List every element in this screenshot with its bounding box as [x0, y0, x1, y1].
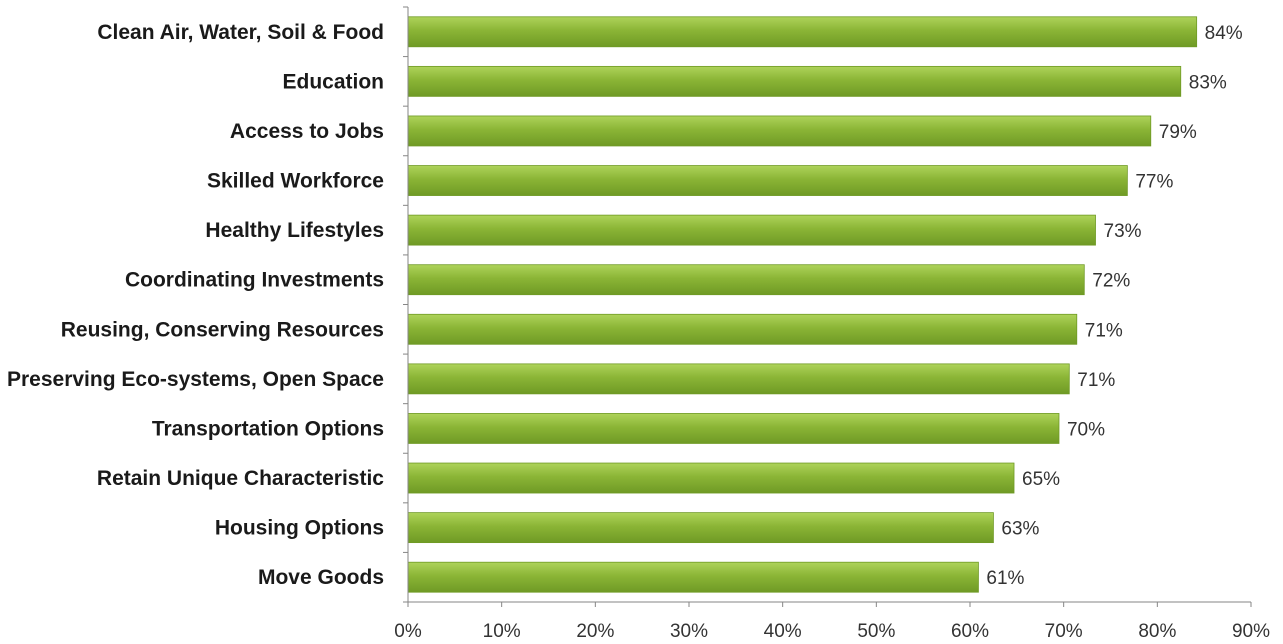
x-tick-label: 30% [670, 621, 708, 642]
category-label: Transportation Options [152, 417, 384, 440]
x-tick-label: 10% [483, 621, 521, 642]
bar [407, 313, 1078, 345]
data-label: 83% [1189, 72, 1227, 93]
data-label: 72% [1092, 271, 1130, 292]
data-label: 79% [1159, 122, 1197, 143]
category-label: Retain Unique Characteristic [97, 467, 384, 490]
data-label: 65% [1022, 469, 1060, 490]
category-label: Healthy Lifestyles [205, 219, 384, 242]
category-label: Access to Jobs [230, 120, 384, 143]
category-label: Preserving Eco-systems, Open Space [7, 368, 384, 391]
category-label: Housing Options [215, 517, 384, 540]
category-label: Skilled Workforce [207, 170, 384, 193]
bar [407, 512, 994, 544]
x-tick-label: 40% [764, 621, 802, 642]
bars-group [407, 16, 1198, 593]
bar [407, 462, 1015, 494]
data-label: 77% [1135, 172, 1173, 193]
bar [407, 115, 1152, 147]
bar [407, 561, 979, 593]
value-labels: 84% 83% 79% 77% 73% 72% 71% 71% 70% 65% 63% 61% [986, 23, 1242, 589]
x-tick-label: 60% [951, 621, 989, 642]
x-tick-label: 50% [857, 621, 895, 642]
category-labels: Clean Air, Water, Soil & Food Education Ac… [7, 21, 384, 589]
axes-group: 0% 10% 20% 30% 40% 50% 60% 70% 80% 90% [394, 6, 1270, 642]
x-tick-label: 20% [576, 621, 614, 642]
bar [407, 65, 1182, 97]
bar [407, 214, 1096, 246]
data-label: 61% [986, 568, 1024, 589]
data-label: 71% [1085, 320, 1123, 341]
bar [407, 413, 1060, 444]
data-label: 70% [1067, 419, 1105, 440]
x-tick-label: 70% [1045, 621, 1083, 642]
bar [407, 165, 1128, 196]
category-label: Education [282, 70, 384, 93]
bar [407, 16, 1198, 48]
category-label: Move Goods [258, 566, 384, 589]
bar [407, 264, 1085, 296]
category-label: Reusing, Conserving Resources [61, 318, 384, 341]
x-tick-label: 90% [1232, 621, 1270, 642]
data-label: 84% [1205, 23, 1243, 44]
category-label: Coordinating Investments [125, 269, 384, 292]
data-label: 71% [1077, 370, 1115, 391]
x-tick-label: 0% [394, 621, 422, 642]
category-label: Clean Air, Water, Soil & Food [97, 21, 384, 44]
data-label: 73% [1104, 221, 1142, 242]
bar [407, 363, 1070, 395]
data-label: 63% [1001, 519, 1039, 540]
x-tick-label: 80% [1138, 621, 1176, 642]
